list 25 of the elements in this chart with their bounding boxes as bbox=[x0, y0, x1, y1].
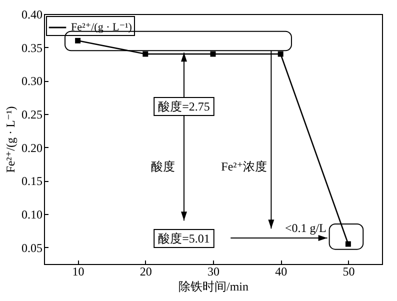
annotation: 酸度=5.01 bbox=[158, 232, 210, 246]
y-tick-label: 0.20 bbox=[22, 140, 42, 155]
y-tick-label: 0.05 bbox=[22, 240, 42, 255]
point bbox=[75, 38, 81, 44]
x-tick-label: 20 bbox=[140, 264, 152, 278]
y-axis-title: Fe²⁺/(g · L⁻¹) bbox=[4, 106, 18, 173]
y-tick-label: 0.15 bbox=[22, 174, 42, 188]
x-tick-label: 10 bbox=[72, 264, 84, 278]
point bbox=[278, 51, 284, 57]
x-axis-title: 除铁时间/min bbox=[178, 280, 249, 294]
y-tick-label: 0.40 bbox=[22, 8, 42, 22]
annotation: 酸度=2.75 bbox=[158, 100, 210, 114]
x-tick-label: 50 bbox=[342, 264, 355, 278]
y-tick-label: 0.30 bbox=[22, 74, 42, 88]
annotation: 酸度 bbox=[151, 160, 176, 174]
x-tick-label: 40 bbox=[275, 264, 288, 278]
annotation: Fe²⁺浓度 bbox=[221, 160, 268, 174]
point bbox=[345, 241, 351, 247]
point bbox=[142, 51, 148, 57]
legend-label: Fe²⁺/(g · L⁻¹) bbox=[71, 22, 132, 34]
y-tick-label: 0.10 bbox=[22, 208, 42, 222]
annotation: <0.1 g/L bbox=[284, 220, 326, 235]
y-tick-label: 0.25 bbox=[22, 108, 42, 122]
y-tick-label: 0.35 bbox=[22, 40, 42, 55]
x-tick-label: 30 bbox=[208, 264, 220, 278]
